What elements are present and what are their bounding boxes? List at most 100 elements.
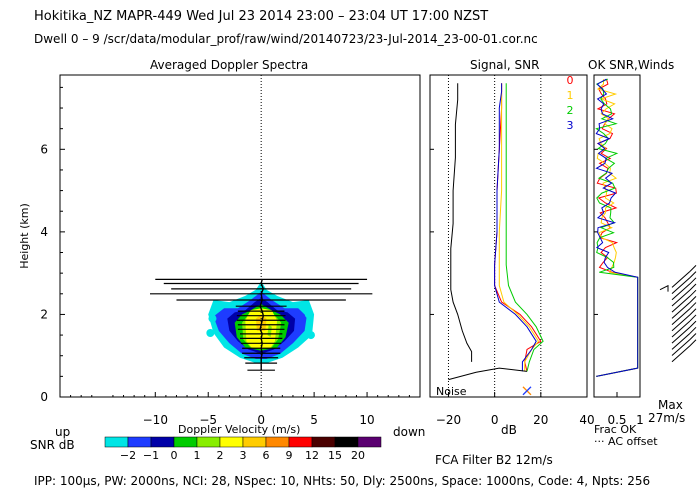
- colorbar-swatch-4: [196, 436, 221, 448]
- colorbar-label: SNR dB: [30, 438, 75, 452]
- colorbar-tick-label-10: 20: [351, 449, 365, 462]
- winds-legend-1: 1: [567, 89, 574, 102]
- snr-series-2: [505, 83, 544, 372]
- wind-barb-flag: [689, 302, 697, 309]
- colorbar-swatch-2: [150, 436, 175, 448]
- wind-barb: [671, 339, 691, 356]
- wind-barb-flag: [689, 265, 697, 272]
- snr-series-3: [494, 83, 537, 372]
- colorbar-swatch-0: [104, 436, 129, 448]
- spectra-speck-1: [304, 310, 313, 319]
- wind-barb-flag: [689, 283, 697, 291]
- spectra-title: Averaged Doppler Spectra: [150, 58, 309, 72]
- colorbar-swatch-6: [242, 436, 267, 448]
- wind-barb: [671, 271, 691, 288]
- colorbar-swatch-5: [219, 436, 244, 448]
- winds-x-tick-label-0: 0.5: [607, 413, 626, 427]
- colorbar-tick-label-7: 9: [286, 449, 293, 462]
- spectra-y-tick-label-3: 6: [40, 142, 48, 156]
- header-line-1: Hokitika_NZ MAPR-449 Wed Jul 23 2014 23:…: [34, 9, 489, 24]
- spectra-x-tick-label-3: 5: [310, 413, 318, 427]
- colorbar-tick-label-8: 12: [305, 449, 319, 462]
- wind-barb-top: [659, 284, 669, 292]
- max-label: Max: [658, 398, 683, 412]
- wind-barb: [671, 283, 691, 301]
- spectra-y-tick-label-0: 0: [40, 390, 48, 404]
- spectra-y-tick-label-2: 4: [40, 225, 48, 239]
- wind-barb: [671, 308, 691, 325]
- frac-ok-series-1: [596, 79, 639, 377]
- wind-barb: [671, 345, 691, 363]
- spectra-x-tick-label-4: 10: [359, 413, 374, 427]
- winds-x-tick-label-1: 1: [636, 413, 644, 427]
- snr-x-tick-label-1: 0: [491, 413, 499, 427]
- spectra-panel: −10 −5 0 5 10 0 2 4 6 Height (km): [18, 74, 421, 427]
- colorbar-tick-label-6: 6: [263, 449, 270, 462]
- wind-barb-flag: [689, 320, 697, 328]
- x-end-label-up: up: [55, 425, 71, 439]
- noise-label: Noise: [436, 385, 467, 398]
- wind-barb-flag: [689, 271, 697, 278]
- colorbar-tick-label-5: 3: [240, 449, 247, 462]
- colorbar-swatch-11: [357, 436, 382, 448]
- wind-barb-flag: [689, 339, 697, 347]
- wind-barb: [671, 314, 691, 332]
- wind-barb: [671, 301, 691, 319]
- colorbar-swatch-8: [288, 436, 313, 448]
- winds-legend-2: 2: [567, 104, 574, 117]
- snr-title: Signal, SNR: [470, 58, 540, 72]
- winds-panel: 0.5 1 0 1 2 3: [567, 74, 697, 427]
- wind-barb: [671, 332, 691, 350]
- header-line-2: Dwell 0 – 9 /scr/data/modular_prof/raw/w…: [34, 32, 538, 46]
- spectra-x-tick-label-1: −5: [199, 413, 217, 427]
- winds-title: OK SNR,Winds: [588, 58, 675, 72]
- ac-offset-label: ··· AC offset: [594, 435, 658, 448]
- colorbar-tick-label-9: 15: [328, 449, 342, 462]
- wind-barb: [671, 289, 691, 307]
- colorbar-swatch-7: [265, 436, 290, 448]
- colorbar-tick-label-3: 1: [194, 449, 201, 462]
- colorbar-tick-label-0: −2: [120, 449, 136, 462]
- wind-barb-flag: [689, 289, 697, 297]
- colorbar-swatch-10: [334, 436, 359, 448]
- signal-line: [450, 83, 473, 362]
- spectra-speck-2: [206, 329, 215, 338]
- colorbar-swatch-9: [311, 436, 336, 448]
- colorbar-tick-label-4: 2: [217, 449, 224, 462]
- colorbar-tick-label-2: 0: [171, 449, 178, 462]
- spectra-x-tick-label-0: −10: [143, 413, 168, 427]
- spectra-y-tick-label-1: 2: [40, 307, 48, 321]
- max-value: 27m/s: [648, 411, 686, 425]
- mean-velocity-line: [259, 279, 265, 371]
- snr-series-1: [498, 83, 540, 372]
- snr-frame: [429, 74, 588, 398]
- frac-ok-series-2: [595, 78, 639, 377]
- spectra-x-tick-label-2: 0: [257, 413, 265, 427]
- colorbar-swatch-3: [173, 436, 198, 448]
- frac-ok-series-3: [595, 78, 639, 377]
- snr-xlabel: dB: [501, 423, 517, 437]
- wind-barb-flag: [689, 296, 697, 303]
- wind-barb: [671, 320, 691, 338]
- x-end-label-down: down: [393, 425, 426, 439]
- wind-barb: [671, 326, 691, 344]
- spectra-ylabel: Height (km): [18, 203, 31, 269]
- wind-barb-flag: [689, 277, 697, 285]
- fca-filter-text: FCA Filter B2 12m/s: [435, 453, 553, 467]
- wind-barb-flag: [689, 333, 697, 340]
- noise-line: [448, 367, 528, 381]
- wind-barb: [671, 277, 691, 294]
- colorbar-tick-label-1: −1: [143, 449, 159, 462]
- wind-barb-flag: [689, 326, 697, 334]
- snr-x-tick-label-0: −20: [436, 413, 461, 427]
- snr-x-tick-label-3: 40: [579, 413, 594, 427]
- noise-marker-b: [522, 386, 532, 396]
- spectra-xlabel: Doppler Velocity (m/s): [178, 423, 301, 436]
- winds-legend-0: 0: [567, 74, 574, 87]
- snr-x-tick-label-2: 20: [533, 413, 548, 427]
- winds-legend-3: 3: [567, 119, 574, 132]
- spectra-speck-0: [208, 314, 217, 323]
- colorbar-swatch-1: [127, 436, 152, 448]
